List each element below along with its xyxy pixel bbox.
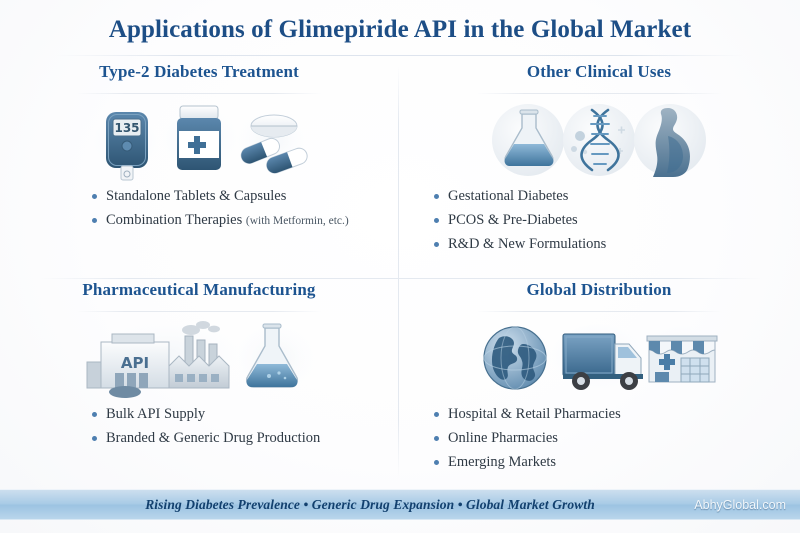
bullet-text: Online Pharmacies: [448, 430, 558, 446]
bullet-dot-icon: [434, 412, 439, 417]
poster-title-wrap: Applications of Glimepiride API in the G…: [0, 16, 800, 44]
illustration-diabetes-treatment: 135: [0, 98, 398, 182]
list-item: R&D & New Formulations: [434, 236, 798, 252]
quadrant-grid: Type-2 Diabetes Treatment: [0, 62, 800, 486]
bullet-list-manufacturing: Bulk API Supply Branded & Generic Drug P…: [0, 406, 398, 446]
list-item: PCOS & Pre-Diabetes: [434, 212, 798, 228]
page-title: Applications of Glimepiride API in the G…: [108, 16, 692, 43]
section-underline: [476, 311, 722, 312]
bullet-dot-icon: [434, 194, 439, 199]
bullet-text: Emerging Markets: [448, 454, 557, 470]
bullet-text: Gestational Diabetes: [448, 188, 569, 204]
title-divider: [56, 55, 744, 56]
brand-watermark: AbhyGlobal.com: [694, 497, 786, 512]
list-item: Gestational Diabetes: [434, 188, 798, 204]
list-item: Online Pharmacies: [434, 430, 798, 446]
factory-label: API: [121, 354, 149, 372]
footer-tagline: Rising Diabetes Prevalence • Generic Dru…: [145, 496, 595, 512]
section-header-other-clinical: Other Clinical Uses: [400, 62, 798, 94]
list-item: Standalone Tablets & Capsules: [92, 188, 398, 204]
bullet-text: R&D & New Formulations: [448, 236, 607, 252]
list-item: Emerging Markets: [434, 454, 798, 470]
section-header-manufacturing: Pharmaceutical Manufacturing: [0, 280, 398, 312]
footer-bar: Rising Diabetes Prevalence • Generic Dru…: [0, 489, 800, 520]
list-item: Bulk API Supply: [92, 406, 398, 422]
bullet-dot-icon: [434, 242, 439, 247]
glucometer-icon: 135: [106, 112, 148, 181]
section-underline: [76, 311, 322, 312]
pills-capsules-icon: [240, 114, 308, 174]
bullet-dot-icon: [92, 412, 97, 417]
vertical-divider: [398, 66, 399, 478]
section-title: Type-2 Diabetes Treatment: [99, 62, 299, 81]
flask-icon: [491, 104, 564, 176]
quadrant-other-clinical-uses: Other Clinical Uses: [400, 62, 798, 274]
section-title: Other Clinical Uses: [526, 62, 672, 81]
illustration-other-clinical-uses: [400, 98, 798, 182]
horizontal-divider: [40, 278, 762, 279]
bullet-text: Hospital & Retail Pharmacies: [448, 406, 621, 422]
list-item: Combination Therapies (with Metformin, e…: [92, 212, 398, 229]
bullet-text: Branded & Generic Drug Production: [106, 430, 321, 446]
bullet-dot-icon: [92, 218, 97, 223]
section-title: Global Distribution: [526, 280, 672, 299]
illustration-global-distribution: [400, 316, 798, 400]
globe-icon: [482, 326, 547, 390]
illustration-manufacturing: API: [0, 316, 398, 400]
bullet-dot-icon: [434, 218, 439, 223]
bullet-subtext: (with Metformin, etc.): [245, 215, 349, 227]
factory-icon: API: [86, 333, 230, 398]
footer-inner: Rising Diabetes Prevalence • Generic Dru…: [0, 489, 800, 520]
list-item: Hospital & Retail Pharmacies: [434, 406, 798, 422]
pill-bottle-icon: [177, 105, 221, 170]
section-header-type-2: Type-2 Diabetes Treatment: [0, 62, 398, 94]
section-underline: [76, 93, 322, 94]
awning-shape: [648, 340, 715, 355]
dna-helix-icon: [562, 104, 635, 176]
bullet-list-distribution: Hospital & Retail Pharmacies Online Phar…: [400, 406, 798, 470]
bullet-text: Standalone Tablets & Capsules: [106, 188, 287, 204]
bullet-dot-icon: [92, 194, 97, 199]
erlenmeyer-flask-icon: [246, 323, 298, 388]
bullet-dot-icon: [92, 436, 97, 441]
bullet-text: Combination Therapies: [106, 212, 243, 228]
bullet-dot-icon: [434, 436, 439, 441]
quadrant-pharmaceutical-manufacturing: Pharmaceutical Manufacturing: [0, 280, 398, 492]
bullet-list-type-2: Standalone Tablets & Capsules Combinatio…: [0, 188, 398, 229]
pregnant-woman-icon: [633, 104, 706, 177]
quadrant-global-distribution: Global Distribution: [400, 280, 798, 492]
svg-text:135: 135: [114, 121, 139, 135]
list-item: Branded & Generic Drug Production: [92, 430, 398, 446]
bullet-text: Bulk API Supply: [106, 406, 206, 422]
quadrant-type-2-diabetes-treatment: Type-2 Diabetes Treatment: [0, 62, 398, 274]
section-underline: [476, 93, 722, 94]
bullet-dot-icon: [434, 460, 439, 465]
bullet-text: PCOS & Pre-Diabetes: [448, 212, 578, 228]
delivery-truck-icon: [562, 333, 643, 390]
section-header-distribution: Global Distribution: [400, 280, 798, 312]
bullet-list-other-clinical: Gestational Diabetes PCOS & Pre-Diabetes…: [400, 188, 798, 252]
smoke-shape: [182, 321, 220, 335]
pharmacy-store-icon: [646, 335, 717, 383]
section-title: Pharmaceutical Manufacturing: [82, 280, 316, 299]
